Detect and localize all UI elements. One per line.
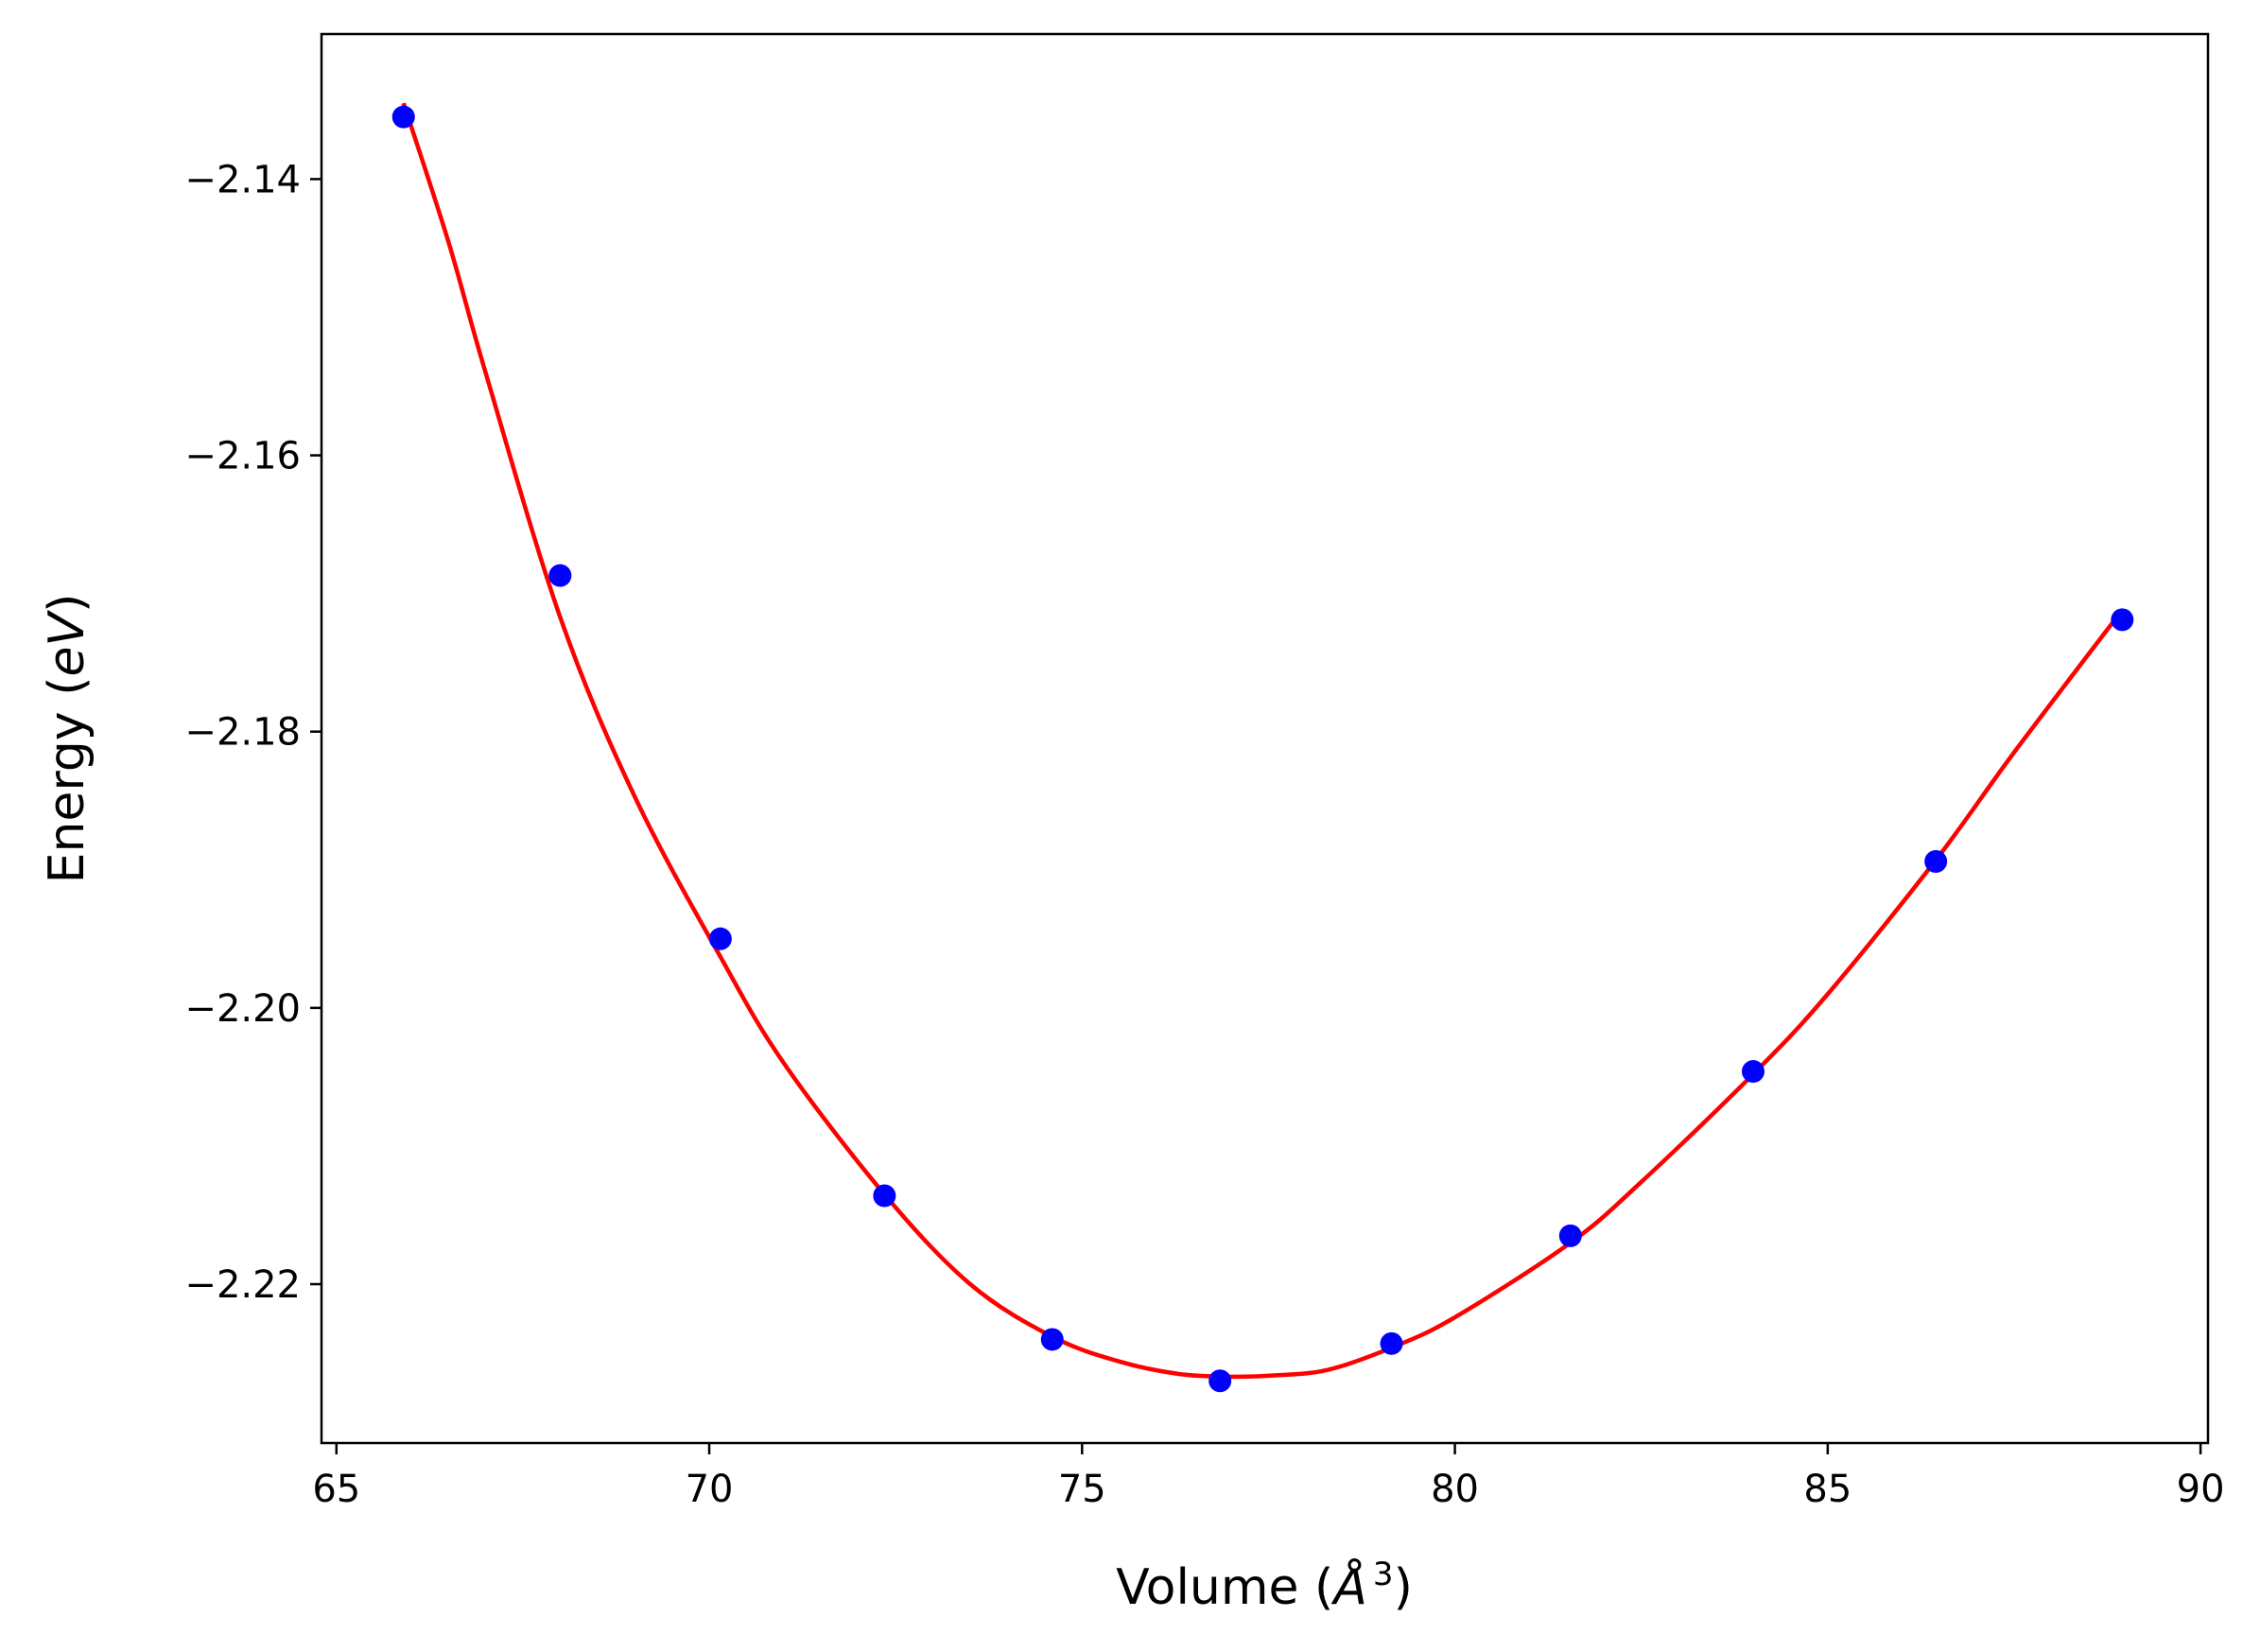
data-point [708,927,732,950]
y-tick-label: −2.16 [184,435,301,478]
x-axis-label: Volume (Å 3) [1116,1556,1413,1616]
y-tick-label: −2.14 [184,158,301,201]
x-axis-label-exponent: 3 [1373,1556,1394,1593]
data-point [1208,1369,1232,1393]
data-point [2111,608,2134,632]
x-axis-label-symbol: Å [1330,1557,1367,1616]
x-tick-label: 80 [1431,1468,1479,1511]
plot-area [322,34,2208,1443]
x-axis-ticks: 65 70 75 80 85 90 [312,1443,2225,1511]
y-tick-label: −2.22 [184,1263,301,1307]
y-axis-ticks: −2.14 −2.16 −2.18 −2.20 −2.22 [184,158,322,1307]
fit-curve [401,102,2125,1380]
data-point [873,1184,896,1208]
fit-curve-layer [401,102,2125,1380]
y-axis-label: Energy (eV) [39,594,96,884]
data-point [1558,1224,1582,1247]
plot-frame [320,32,2210,1445]
y-axis-label-text: Energy ( [39,677,96,884]
data-point [1741,1060,1765,1084]
x-axis-label-text: Volume ( [1116,1559,1333,1616]
x-tick-label: 70 [686,1468,734,1511]
data-point [1380,1331,1403,1355]
x-tick-label: 75 [1058,1468,1106,1511]
points-layer [391,105,2134,1393]
y-tick-label: −2.20 [184,987,301,1031]
x-axis-label-close: ) [1394,1559,1413,1616]
y-tick-label: −2.18 [184,711,301,755]
x-tick-label: 90 [2177,1468,2225,1511]
data-point [1040,1328,1064,1351]
y-axis-label-unit: eV [39,610,96,677]
data-point [1924,850,1948,874]
data-point [548,564,572,587]
x-tick-label: 85 [1803,1468,1851,1511]
x-tick-label: 65 [312,1468,360,1511]
y-axis-label-close: ) [39,594,96,613]
data-point [391,105,415,129]
